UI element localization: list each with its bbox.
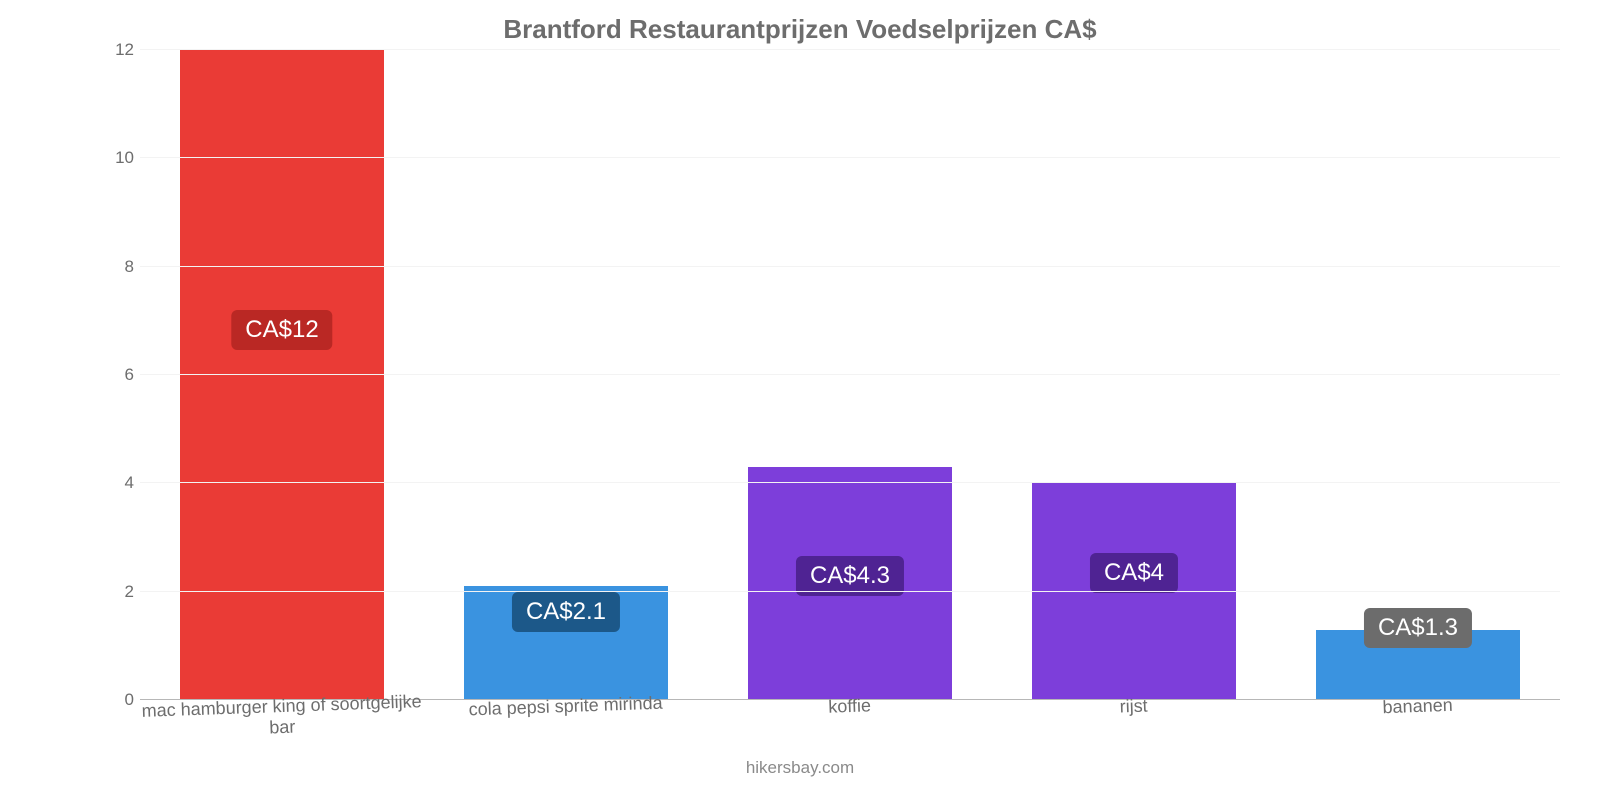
value-chip: CA$4 — [1090, 553, 1178, 593]
gridline — [140, 49, 1560, 50]
gridline — [140, 374, 1560, 375]
y-tick-label: 4 — [100, 473, 134, 493]
x-tick-label: cola pepsi sprite mirinda — [423, 691, 708, 743]
y-tick-label: 12 — [100, 40, 134, 60]
x-tick-label: rijst — [991, 691, 1276, 743]
bar: CA$2.1 — [464, 586, 668, 700]
x-axis-labels: mac hamburger king of soortgelijke barco… — [140, 696, 1560, 738]
bar-slot: CA$1.3 — [1276, 50, 1560, 700]
attribution-text: hikersbay.com — [0, 758, 1600, 778]
y-tick-label: 2 — [100, 582, 134, 602]
bar: CA$1.3 — [1316, 630, 1520, 700]
value-chip: CA$2.1 — [512, 592, 620, 632]
bar-slot: CA$12 — [140, 50, 424, 700]
bar-slot: CA$2.1 — [424, 50, 708, 700]
chart-title: Brantford Restaurantprijzen Voedselprijz… — [0, 0, 1600, 45]
bar: CA$4.3 — [748, 467, 952, 700]
bar-slot: CA$4.3 — [708, 50, 992, 700]
plot-area: CA$12CA$2.1CA$4.3CA$4CA$1.3 024681012 — [140, 50, 1560, 700]
gridline — [140, 266, 1560, 267]
bar: CA$4 — [1032, 483, 1236, 700]
value-chip: CA$1.3 — [1364, 608, 1472, 648]
bar-slot: CA$4 — [992, 50, 1276, 700]
y-tick-label: 6 — [100, 365, 134, 385]
bars-row: CA$12 CA$2.1 CA$4.3 CA$4 CA$1.3 — [140, 50, 1560, 700]
value-chip: CA$12 — [231, 310, 332, 350]
y-tick-label: 0 — [100, 690, 134, 710]
x-tick-label: koffie — [707, 691, 992, 743]
y-tick-label: 8 — [100, 257, 134, 277]
gridline — [140, 482, 1560, 483]
x-tick-label: mac hamburger king of soortgelijke bar — [139, 691, 424, 743]
price-bar-chart: Brantford Restaurantprijzen Voedselprijz… — [0, 0, 1600, 800]
value-chip: CA$4.3 — [796, 556, 904, 596]
gridline — [140, 591, 1560, 592]
gridline — [140, 157, 1560, 158]
y-tick-label: 10 — [100, 148, 134, 168]
bar: CA$12 — [180, 50, 384, 700]
x-tick-label: bananen — [1275, 691, 1560, 743]
